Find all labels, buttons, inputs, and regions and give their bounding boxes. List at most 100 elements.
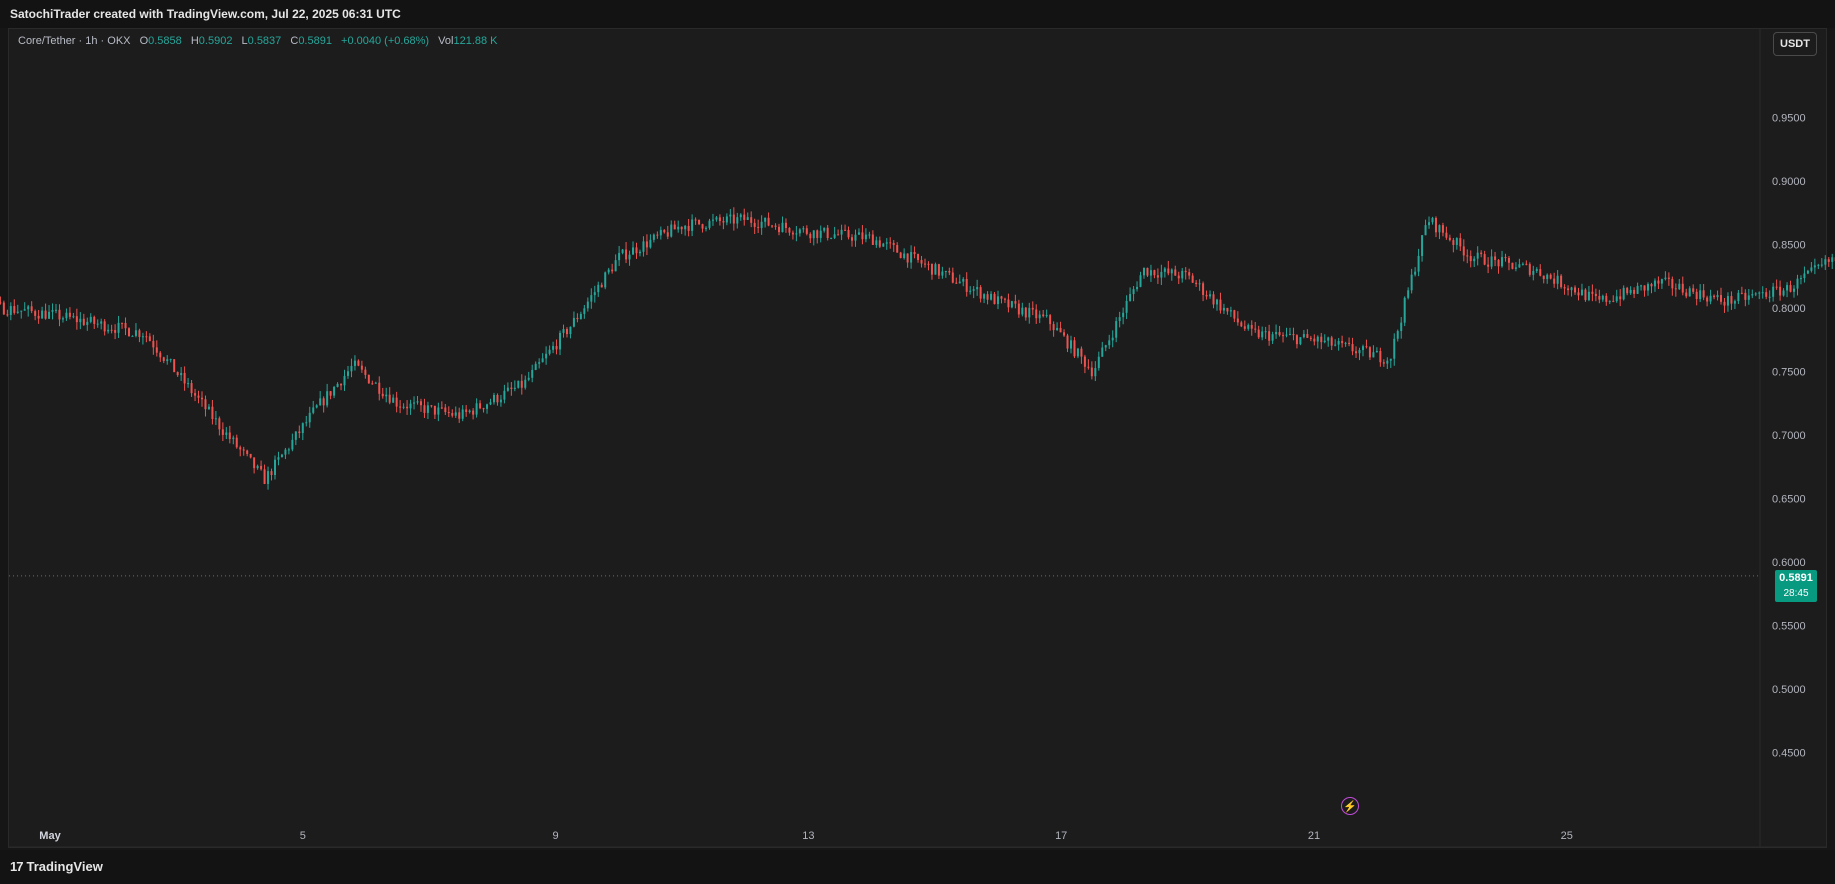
candle-body [642, 241, 645, 252]
candle-body [711, 219, 714, 221]
candle-body [218, 418, 221, 430]
candle-body [1393, 338, 1396, 359]
candle-body [1511, 262, 1514, 269]
candle-body [784, 222, 787, 229]
symbol-name[interactable]: Core/Tether · 1h · OKX [18, 35, 131, 47]
candle-body [791, 232, 794, 235]
candle-body [1772, 286, 1775, 297]
candle-body [1226, 307, 1229, 312]
x-tick-label: 17 [1055, 830, 1067, 842]
candle-body [604, 272, 607, 288]
candle-body [1108, 340, 1111, 346]
candle-body [1723, 301, 1726, 306]
candle-body [232, 437, 235, 440]
candle-body [1591, 291, 1594, 294]
candle-body [1132, 289, 1135, 295]
candle-body [1681, 283, 1684, 293]
candle-body [1125, 300, 1128, 313]
candle-body [1243, 326, 1246, 329]
candle-body [1730, 296, 1733, 304]
candle-body [1316, 336, 1319, 342]
candle-body [1799, 278, 1802, 280]
open-label: O [139, 35, 149, 47]
candle-body [1744, 292, 1747, 300]
candle-body [315, 405, 318, 408]
candle-body [534, 363, 537, 370]
candle-body [1056, 327, 1059, 331]
candle-body [1605, 295, 1608, 302]
candle-body [1014, 301, 1017, 304]
candle-body [16, 311, 19, 313]
candle-body [1556, 275, 1559, 284]
candle-body [812, 230, 815, 239]
candle-body [844, 229, 847, 231]
candle-body [357, 360, 360, 366]
low-value: 0.5837 [247, 35, 282, 47]
candle-body [454, 412, 457, 416]
candle-body [1101, 347, 1104, 357]
candle-body [312, 407, 315, 413]
candle-body [892, 242, 895, 246]
candle-body [1740, 292, 1743, 294]
candle-body [291, 439, 294, 450]
candle-body [579, 313, 582, 320]
candle-body [854, 234, 857, 241]
candle-body [569, 326, 572, 335]
candle-body [1535, 269, 1538, 271]
candle-body [976, 287, 979, 290]
candle-body [1598, 296, 1601, 300]
candle-body [1355, 351, 1358, 354]
currency-button[interactable]: USDT [1773, 32, 1817, 56]
candle-body [910, 252, 913, 263]
candle-body [1629, 289, 1632, 294]
candle-body [413, 402, 416, 404]
candle-body [778, 226, 781, 233]
candle-body [207, 406, 210, 410]
candle-body [1275, 332, 1278, 335]
candle-body [1386, 360, 1389, 364]
last-price-value: 0.5891 [1779, 572, 1813, 584]
attribution-bar: SatochiTrader created with TradingView.c… [0, 0, 1835, 28]
candle-body [89, 316, 92, 322]
candle-body [833, 234, 836, 238]
candle-body [426, 405, 429, 413]
candle-body [1619, 296, 1622, 300]
lightning-icon[interactable]: ⚡ [1341, 797, 1359, 815]
candle-body [979, 287, 982, 299]
footer: 17 TradingView [0, 850, 1835, 884]
candle-body [962, 278, 965, 282]
candle-body [114, 330, 117, 333]
brand-name: TradingView [26, 859, 103, 874]
candle-body [510, 387, 513, 389]
candle-body [249, 453, 252, 458]
candle-body [1094, 368, 1097, 377]
candle-body [72, 316, 75, 318]
candle-body [1793, 288, 1796, 292]
candle-body [1775, 286, 1778, 288]
candle-body [1594, 293, 1597, 297]
candle-body [30, 306, 33, 312]
candle-body [1480, 252, 1483, 255]
candle-body [1779, 286, 1782, 296]
candle-body [1761, 292, 1764, 294]
candle-body [562, 329, 565, 333]
attribution-text: SatochiTrader created with TradingView.c… [10, 7, 401, 21]
candle-body [1379, 350, 1382, 363]
candle-body [260, 465, 263, 470]
candle-body [1080, 348, 1083, 357]
candle-body [1389, 358, 1392, 361]
candle-body [148, 336, 151, 341]
candle-body [1090, 367, 1093, 377]
candle-body [1254, 328, 1257, 330]
tradingview-logo[interactable]: 17 TradingView [10, 859, 103, 874]
candle-body [875, 240, 878, 245]
candle-body [1195, 282, 1198, 285]
candle-body [1466, 255, 1469, 257]
candle-body [180, 372, 183, 376]
chart-pane[interactable] [8, 28, 1827, 848]
candle-body [340, 383, 343, 386]
candle-body [458, 412, 461, 419]
candle-body [284, 449, 287, 455]
candle-body [576, 317, 579, 320]
